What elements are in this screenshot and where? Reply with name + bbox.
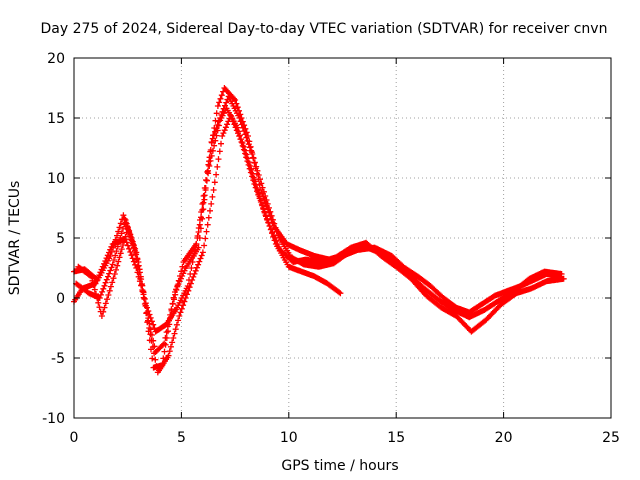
x-tick-label: 5 — [177, 430, 186, 446]
x-tick-label: 0 — [70, 430, 79, 446]
data-layer — [71, 85, 567, 376]
y-tick-label: -10 — [42, 411, 65, 427]
data-series-track-4 — [73, 93, 565, 355]
data-series-track-3 — [75, 112, 567, 376]
axes: 0 5 10 15 20 25 -10 -5 0 5 10 15 20 — [42, 51, 620, 446]
data-series-track-1 — [71, 105, 344, 335]
x-tick-label: 10 — [280, 430, 298, 446]
x-axis-label: GPS time / hours — [281, 458, 398, 474]
chart-title: Day 275 of 2024, Sidereal Day-to-day VTE… — [41, 21, 608, 37]
x-tick-label: 25 — [602, 430, 620, 446]
y-tick-label: 20 — [47, 51, 65, 67]
y-tick-label: 0 — [56, 291, 65, 307]
data-series-track-2 — [71, 85, 563, 371]
x-tick-label: 15 — [387, 430, 405, 446]
y-tick-label: -5 — [51, 351, 65, 367]
x-tick-label: 20 — [495, 430, 513, 446]
y-axis-label: SDTVAR / TECUs — [7, 181, 23, 296]
y-tick-label: 5 — [56, 231, 65, 247]
grid — [74, 58, 611, 418]
y-tick-label: 15 — [47, 111, 65, 127]
y-tick-label: 10 — [47, 171, 65, 187]
